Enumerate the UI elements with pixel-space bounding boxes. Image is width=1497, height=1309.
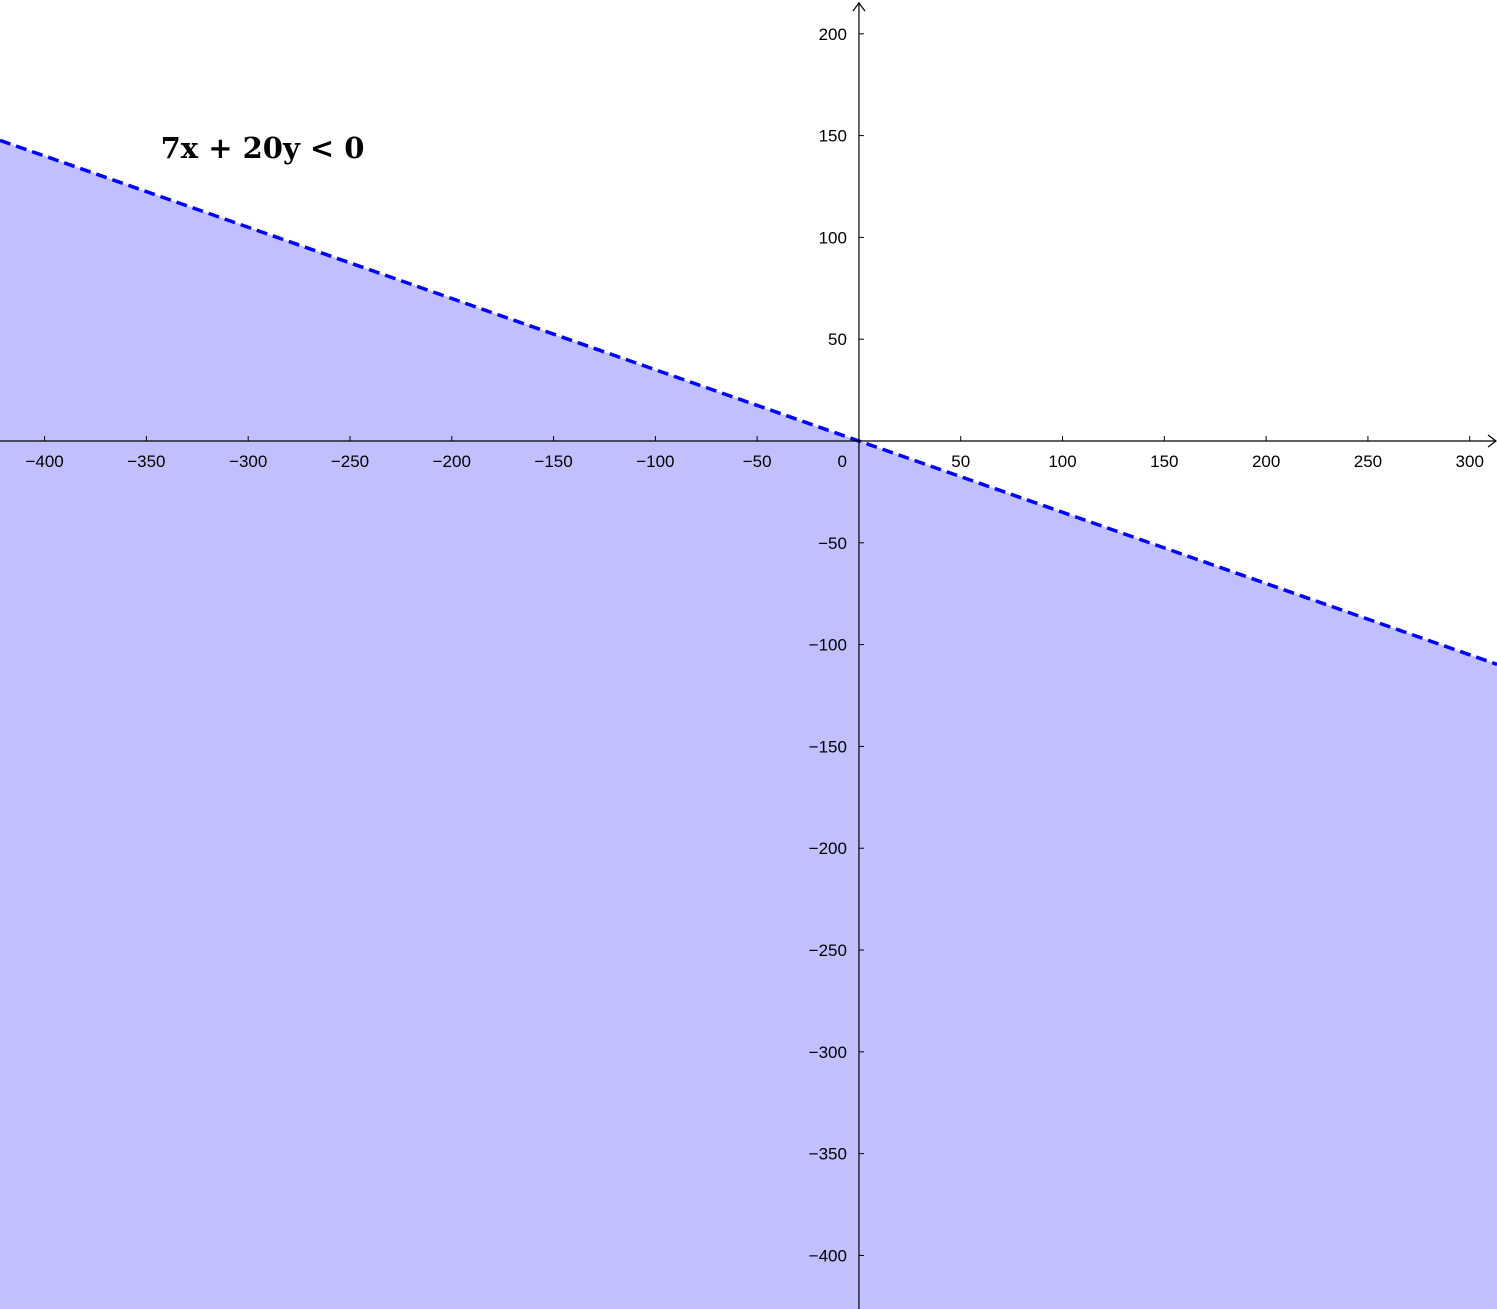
y-tick-label: −150 xyxy=(809,737,847,756)
tick-labels: −400 −350 −300 −250 −200 −150 −100 −50 0 50 100 150… xyxy=(25,25,1483,1266)
y-tick-label: −200 xyxy=(809,839,847,858)
x-tick-label: 0 xyxy=(837,452,846,471)
x-tick-label: −350 xyxy=(127,452,165,471)
y-tick-label: 150 xyxy=(819,127,847,146)
solution-region xyxy=(0,140,1497,1309)
y-tick-label: −400 xyxy=(809,1246,847,1265)
x-tick-label: −50 xyxy=(743,452,772,471)
y-tick-label: 50 xyxy=(828,330,847,349)
x-tick-label: −200 xyxy=(433,452,471,471)
x-tick-label: 300 xyxy=(1456,452,1484,471)
y-tick-label: −350 xyxy=(809,1145,847,1164)
x-tick-label: −150 xyxy=(534,452,572,471)
y-tick-label: 100 xyxy=(819,228,847,247)
x-axis-arrow xyxy=(1487,434,1497,448)
boundary-line xyxy=(0,138,1497,667)
x-tick-label: 100 xyxy=(1048,452,1076,471)
x-tick-label: −100 xyxy=(636,452,674,471)
y-axis-arrow xyxy=(852,1,866,12)
y-tick-label: −300 xyxy=(809,1043,847,1062)
y-tick-label: 200 xyxy=(819,25,847,44)
x-tick-label: 150 xyxy=(1150,452,1178,471)
inequality-label: 7x + 20y < 0 xyxy=(161,131,365,165)
x-tick-label: 50 xyxy=(951,452,970,471)
y-tick-label: −100 xyxy=(809,636,847,655)
y-tick-label: −50 xyxy=(818,534,847,553)
x-tick-label: −250 xyxy=(331,452,369,471)
x-tick-label: 250 xyxy=(1354,452,1382,471)
y-tick-label: −250 xyxy=(809,941,847,960)
x-tick-label: 200 xyxy=(1252,452,1280,471)
x-tick-label: −400 xyxy=(25,452,63,471)
x-tick-label: −300 xyxy=(229,452,267,471)
